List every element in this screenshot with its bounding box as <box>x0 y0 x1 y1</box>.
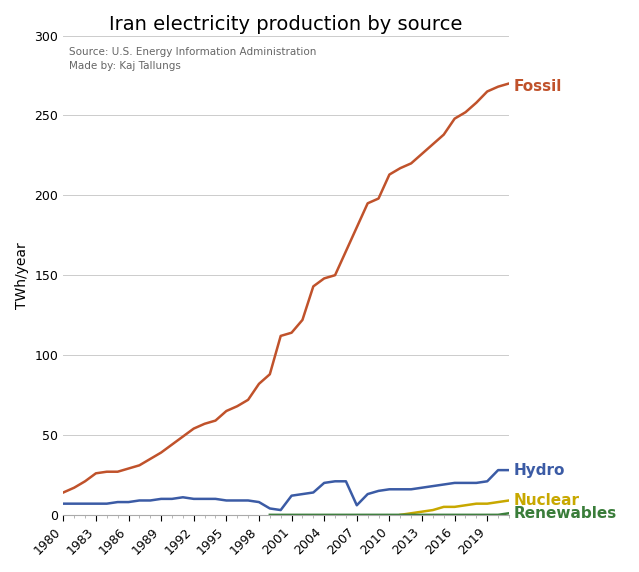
Y-axis label: TWh/year: TWh/year <box>15 242 29 308</box>
Text: Hydro: Hydro <box>514 463 565 478</box>
Text: Nuclear: Nuclear <box>514 493 580 508</box>
Text: Source: U.S. Energy Information Administration: Source: U.S. Energy Information Administ… <box>69 47 316 57</box>
Text: Fossil: Fossil <box>514 79 562 94</box>
Title: Iran electricity production by source: Iran electricity production by source <box>109 15 463 34</box>
Text: Made by: Kaj Tallungs: Made by: Kaj Tallungs <box>69 61 181 71</box>
Text: Renewables: Renewables <box>514 506 617 521</box>
